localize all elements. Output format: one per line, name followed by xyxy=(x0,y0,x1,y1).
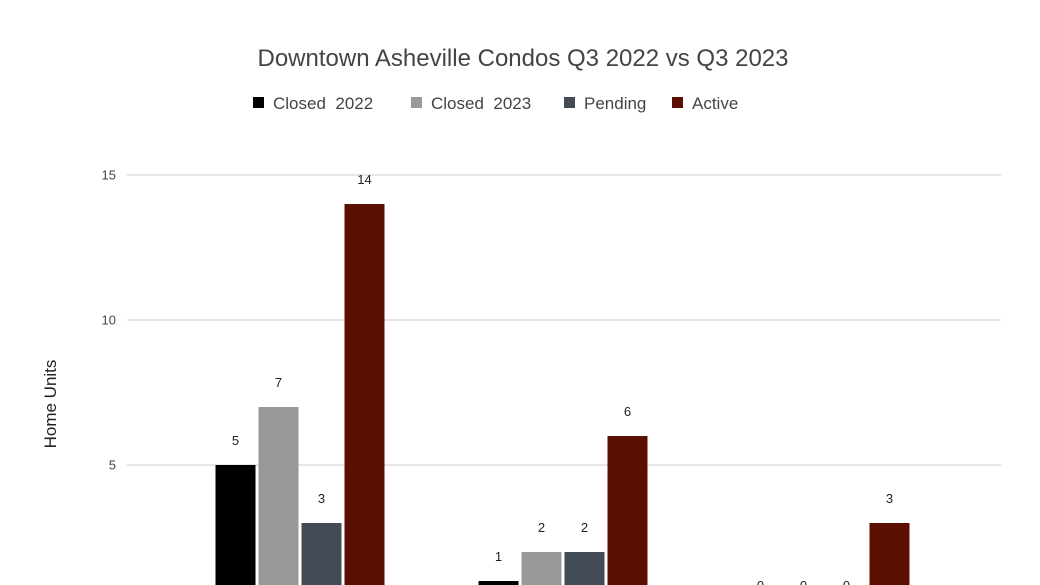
bar-active-group-1[interactable] xyxy=(344,204,385,585)
legend-label-active: Active xyxy=(692,94,738,113)
data-label-closed-2023-group-1: 7 xyxy=(275,375,282,390)
bar-active-group-3[interactable] xyxy=(869,523,910,585)
data-label-active-group-1: 14 xyxy=(357,172,371,187)
legend-swatch-closed-2023 xyxy=(411,97,422,108)
legend-label-pending: Pending xyxy=(584,94,646,113)
legend-item-closed-2023[interactable]: Closed 2023 xyxy=(411,94,531,113)
data-label-active-group-2: 6 xyxy=(624,404,631,419)
data-label-closed-2022-group-1: 5 xyxy=(232,433,239,448)
y-tick-label-15: 15 xyxy=(102,168,116,183)
legend-swatch-pending xyxy=(564,97,575,108)
chart-title: Downtown Asheville Condos Q3 2022 vs Q3 … xyxy=(258,45,789,72)
legend-swatch-closed-2022 xyxy=(253,97,264,108)
data-label-pending-group-3: 0 xyxy=(843,578,850,585)
data-label-closed-2022-group-2: 1 xyxy=(495,549,502,564)
y-tick-label-5: 5 xyxy=(109,458,116,473)
data-label-closed-2022-group-3: 0 xyxy=(757,578,764,585)
legend-item-active[interactable]: Active xyxy=(672,94,738,113)
bar-pending-group-1[interactable] xyxy=(301,523,342,585)
y-axis-title: Home Units xyxy=(41,360,60,449)
legend-swatch-active xyxy=(672,97,683,108)
bar-closed-2023-group-2[interactable] xyxy=(521,552,562,585)
data-labels: 5 1 0 7 2 0 3 2 0 14 6 3 xyxy=(232,172,893,585)
legend: Closed 2022 Closed 2023 Pending Active xyxy=(253,94,738,113)
legend-item-closed-2022[interactable]: Closed 2022 xyxy=(253,94,373,113)
y-tick-labels: 5 10 15 xyxy=(102,168,116,473)
data-label-active-group-3: 3 xyxy=(886,491,893,506)
data-label-closed-2023-group-2: 2 xyxy=(538,520,545,535)
legend-label-closed-2023: Closed 2023 xyxy=(431,94,531,113)
bar-closed-2022-group-2[interactable] xyxy=(478,581,519,585)
data-label-pending-group-2: 2 xyxy=(581,520,588,535)
bar-closed-2023-group-1[interactable] xyxy=(258,407,299,585)
y-tick-label-10: 10 xyxy=(102,313,116,328)
bars xyxy=(215,204,910,585)
legend-item-pending[interactable]: Pending xyxy=(564,94,646,113)
legend-label-closed-2022: Closed 2022 xyxy=(273,94,373,113)
data-label-closed-2023-group-3: 0 xyxy=(800,578,807,585)
data-label-pending-group-1: 3 xyxy=(318,491,325,506)
gridlines xyxy=(127,174,1001,466)
bar-pending-group-2[interactable] xyxy=(564,552,605,585)
bar-active-group-2[interactable] xyxy=(607,436,648,585)
bar-closed-2022-group-1[interactable] xyxy=(215,465,256,585)
